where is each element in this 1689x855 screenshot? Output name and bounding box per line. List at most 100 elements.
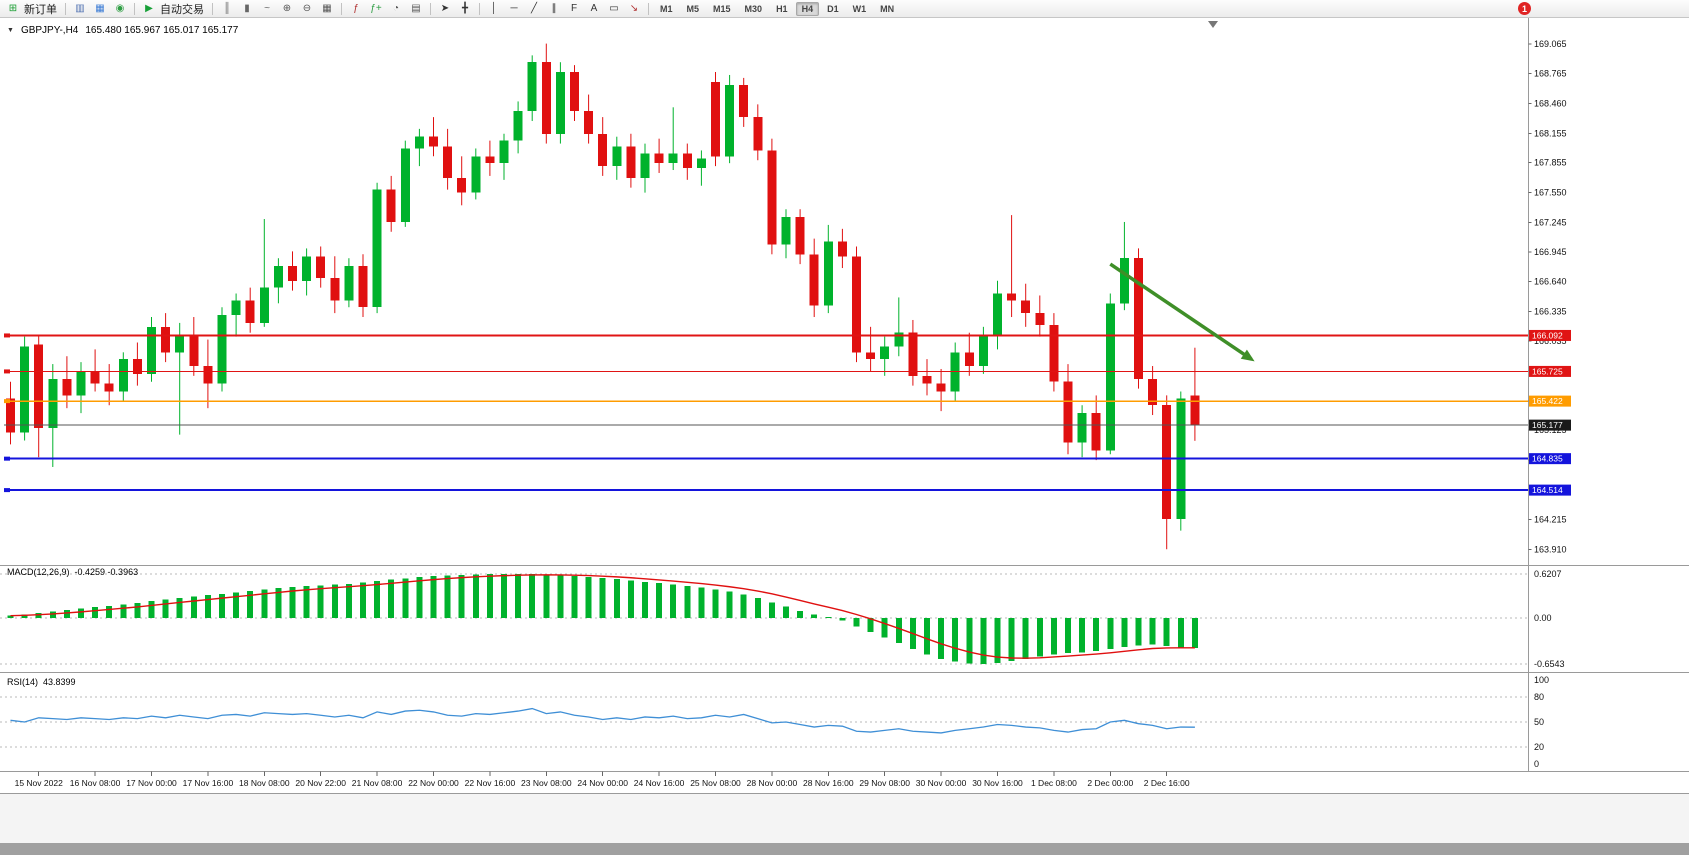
macd-values: -0.4259 -0.3963: [74, 567, 139, 577]
equidistant-channel-icon[interactable]: ∥: [551, 3, 557, 14]
zoom-out-icon[interactable]: ⊖: [302, 3, 312, 14]
text-icon[interactable]: A: [590, 3, 598, 14]
svg-text:166.335: 166.335: [1534, 307, 1567, 317]
svg-text:17 Nov 00:00: 17 Nov 00:00: [126, 778, 177, 788]
one-click-trading-toggle[interactable]: ▼: [7, 27, 14, 34]
new-order-button-label[interactable]: 新订单: [24, 3, 57, 16]
timeframe-toolbar: M1 M5 M15 M30 H1 H4 D1 W1 MN: [653, 1, 901, 16]
timeframe-h4[interactable]: H4: [795, 1, 820, 16]
timeframe-m30[interactable]: M30: [744, 3, 763, 14]
market-watch-icon[interactable]: ▥: [75, 3, 85, 14]
time-axis: [38, 771, 1168, 776]
horizontal-level-lines: [4, 333, 1528, 493]
svg-text:165.177: 165.177: [1532, 420, 1563, 430]
symbol-period-label: GBPJPY-,H4: [20, 25, 79, 36]
arrows-icon[interactable]: ↘: [629, 3, 639, 14]
svg-text:168.460: 168.460: [1534, 98, 1567, 108]
notification-badge[interactable]: 1: [1518, 2, 1531, 15]
svg-text:17 Nov 16:00: 17 Nov 16:00: [183, 778, 234, 788]
svg-text:2 Dec 16:00: 2 Dec 16:00: [1144, 778, 1190, 788]
svg-text:166.035: 166.035: [1534, 336, 1567, 346]
svg-text:0: 0: [1534, 759, 1539, 769]
toolbar-separator: [134, 2, 135, 15]
svg-text:24 Nov 00:00: 24 Nov 00:00: [577, 778, 628, 788]
macd-panel: [0, 573, 1528, 665]
crosshair-icon[interactable]: ╋: [461, 3, 469, 14]
cursor-icon[interactable]: ➤: [440, 3, 450, 14]
taskbar: [0, 843, 1689, 855]
svg-text:-0.6543: -0.6543: [1534, 659, 1565, 669]
svg-text:167.855: 167.855: [1534, 158, 1567, 168]
svg-text:163.910: 163.910: [1534, 544, 1567, 554]
macd-name: MACD(12,26,9): [7, 567, 70, 577]
svg-text:166.945: 166.945: [1534, 247, 1567, 257]
svg-text:20 Nov 22:00: 20 Nov 22:00: [295, 778, 346, 788]
period-icon[interactable]: ◔: [392, 3, 400, 14]
svg-text:164.514: 164.514: [1532, 485, 1563, 495]
rsi-panel: [0, 696, 1528, 748]
timeframe-d1[interactable]: D1: [827, 3, 839, 14]
add-indicator-icon[interactable]: ƒ+: [370, 3, 382, 14]
toolbar-separator: [212, 2, 213, 15]
chart-title: ▼ GBPJPY-,H4 165.480 165.967 165.017 165…: [7, 25, 238, 36]
fibonacci-icon[interactable]: F: [570, 3, 578, 14]
svg-text:169.065: 169.065: [1534, 39, 1567, 49]
timeframe-m15[interactable]: M15: [713, 3, 731, 14]
horizontal-line-icon[interactable]: ─: [510, 3, 518, 14]
toolbar-icons: ⊞ 新订单 ▥ ▦ ◉ ▶ 自动交易 ║ ▮ ~ ⊕ ⊖ ▦ ƒ ƒ+ ◔ ▤ ➤ ╋ │ ─ ╱ ∥ F A ▭ ↘: [3, 1, 653, 17]
svg-text:21 Nov 08:00: 21 Nov 08:00: [352, 778, 403, 788]
svg-text:29 Nov 08:00: 29 Nov 08:00: [859, 778, 910, 788]
timeframe-m5[interactable]: M5: [686, 3, 700, 14]
toolbar: ⊞ 新订单 ▥ ▦ ◉ ▶ 自动交易 ║ ▮ ~ ⊕ ⊖ ▦ ƒ ƒ+ ◔ ▤ ➤ ╋ │ ─ ╱ ∥ F A ▭ ↘ M1 M5 M1…: [0, 0, 1689, 18]
svg-text:22 Nov 00:00: 22 Nov 00:00: [408, 778, 459, 788]
zoom-in-icon[interactable]: ⊕: [282, 3, 292, 14]
svg-text:28 Nov 00:00: 28 Nov 00:00: [747, 778, 798, 788]
timeframe-m1[interactable]: M1: [660, 3, 673, 14]
svg-text:167.550: 167.550: [1534, 188, 1567, 198]
auto-trading-button[interactable]: ▶: [145, 3, 153, 14]
chart-area: 169.065 168.765 168.460 168.155 167.855 167.5…: [0, 18, 1689, 793]
templates-icon[interactable]: ▤: [411, 3, 421, 14]
candlestick-type-icon[interactable]: ▮: [244, 3, 250, 14]
rsi-value: 43.8399: [43, 677, 76, 687]
svg-text:18 Nov 08:00: 18 Nov 08:00: [239, 778, 290, 788]
svg-text:22 Nov 16:00: 22 Nov 16:00: [465, 778, 516, 788]
timeframe-mn[interactable]: MN: [880, 3, 895, 14]
svg-text:25 Nov 08:00: 25 Nov 08:00: [690, 778, 741, 788]
data-window-icon[interactable]: ▦: [95, 3, 105, 14]
new-order-button[interactable]: ⊞: [8, 3, 18, 14]
chart-shift-marker[interactable]: [1208, 21, 1218, 28]
svg-text:80: 80: [1534, 692, 1544, 702]
svg-text:168.765: 168.765: [1534, 68, 1567, 78]
rsi-name: RSI(14): [7, 677, 39, 687]
auto-trading-button-label[interactable]: 自动交易: [160, 3, 204, 16]
price-badges: [1529, 329, 1571, 496]
text-label-icon[interactable]: ▭: [609, 3, 619, 14]
line-chart-type-icon[interactable]: ~: [264, 3, 270, 14]
navigator-icon[interactable]: ◉: [115, 3, 125, 14]
svg-text:168.155: 168.155: [1534, 128, 1567, 138]
timeframe-w1[interactable]: W1: [852, 3, 867, 14]
indicators-icon[interactable]: ƒ: [353, 3, 359, 14]
svg-text:165.725: 165.725: [1532, 366, 1563, 376]
trend-arrow[interactable]: [1109, 262, 1255, 362]
svg-text:30 Nov 00:00: 30 Nov 00:00: [916, 778, 967, 788]
toolbar-separator: [479, 2, 480, 15]
svg-text:164.835: 164.835: [1532, 454, 1563, 464]
svg-text:2 Dec 00:00: 2 Dec 00:00: [1087, 778, 1133, 788]
svg-text:166.640: 166.640: [1534, 277, 1567, 287]
tile-windows-icon[interactable]: ▦: [322, 3, 332, 14]
svg-text:164.215: 164.215: [1534, 514, 1567, 524]
svg-text:20: 20: [1534, 742, 1544, 752]
macd-indicator-label: MACD(12,26,9) -0.4259 -0.3963: [7, 567, 143, 577]
toolbar-separator: [648, 2, 649, 15]
timeframe-h1[interactable]: H1: [776, 3, 788, 14]
vertical-line-icon[interactable]: │: [490, 3, 498, 14]
bar-chart-type-icon[interactable]: ║: [223, 3, 231, 14]
svg-text:30 Nov 16:00: 30 Nov 16:00: [972, 778, 1023, 788]
rsi-indicator-label: RSI(14) 43.8399: [7, 677, 81, 687]
svg-text:15 Nov 2022: 15 Nov 2022: [15, 778, 63, 788]
svg-text:0.6207: 0.6207: [1534, 569, 1562, 579]
trendline-icon[interactable]: ╱: [530, 3, 538, 14]
